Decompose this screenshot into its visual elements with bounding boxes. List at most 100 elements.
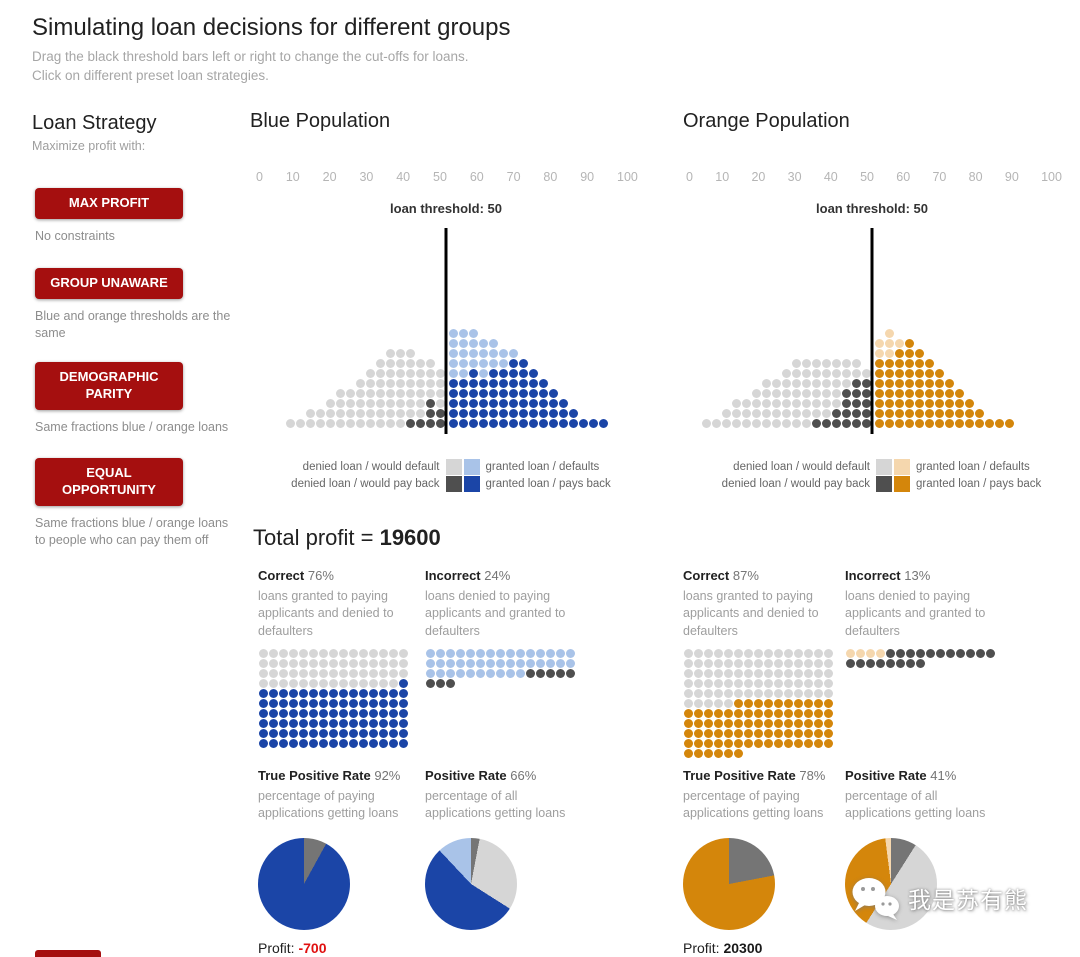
cropped-button-fragment <box>35 950 101 957</box>
max-profit-caption: No constraints <box>35 228 115 243</box>
orange-threshold-label: loan threshold: 50 <box>816 201 928 216</box>
pr-label: Positive Rate <box>425 768 507 783</box>
pr-desc: percentage of all applications getting l… <box>425 789 566 821</box>
loan-strategy-sidebar: Loan Strategy Maximize profit with: MAX … <box>32 112 244 547</box>
blue-threshold-label: loan threshold: 50 <box>390 201 502 216</box>
profit-label: Profit: <box>683 940 720 956</box>
blue-score-axis: 0 10 20 30 40 50 60 70 80 90 100 <box>256 170 638 184</box>
correct-label: Correct <box>258 568 305 583</box>
legend-granted-paysback-label: granted loan / pays back <box>916 477 1042 490</box>
incorrect-pct: 13% <box>904 568 931 583</box>
blue-incorrect-stat: Incorrect 24% loans denied to paying app… <box>425 568 585 689</box>
blue-correct-stat: Correct 76% loans granted to paying appl… <box>258 568 418 749</box>
orange-population-panel: Orange Population 0 10 20 30 40 50 60 70 80 90 100… <box>683 110 1080 956</box>
blue-profit: Profit: -700 <box>258 940 418 956</box>
orange-tpr-pie <box>683 838 775 930</box>
legend-denied-payback-label: denied loan / would pay back <box>721 477 870 490</box>
demographic-parity-caption: Same fractions blue / orange loans <box>35 419 229 434</box>
tpr-pct: 78% <box>799 768 826 783</box>
blue-legend: denied loan / would default granted loan… <box>250 458 652 492</box>
tpr-pct: 92% <box>374 768 401 783</box>
legend-denied-default-label: denied loan / would default <box>302 460 440 473</box>
blue-population-panel: Blue Population 0 10 20 30 40 50 60 70 80 90 100 l… <box>250 110 652 956</box>
tpr-desc: percentage of paying applications gettin… <box>683 789 824 821</box>
orange-histogram: loan threshold: 50 <box>683 201 1061 434</box>
incorrect-desc: loans denied to paying applicants and gr… <box>845 589 986 638</box>
total-profit-label: Total profit = <box>253 525 380 550</box>
blue-pr-pie <box>425 838 517 930</box>
page-title: Simulating loan decisions for different … <box>32 14 511 41</box>
blue-incorrect-waffle <box>425 649 575 689</box>
sidebar-title: Loan Strategy <box>32 112 157 134</box>
subtitle-line-1: Drag the black threshold bars left or ri… <box>32 49 469 64</box>
blue-population-title: Blue Population <box>250 110 391 132</box>
incorrect-label: Incorrect <box>425 568 481 583</box>
legend-granted-defaults-label: granted loan / defaults <box>916 460 1030 473</box>
swatch-denied-payback <box>876 475 892 492</box>
strategy-block-max-profit: MAX PROFIT No constraints <box>35 188 235 245</box>
orange-correct-stat: Correct 87% loans granted to paying appl… <box>683 568 843 759</box>
swatch-granted-paysback <box>463 475 480 492</box>
profit-value: -700 <box>298 940 327 956</box>
correct-desc: loans granted to paying applicants and d… <box>683 589 819 638</box>
orange-incorrect-waffle <box>845 649 995 669</box>
orange-population-title: Orange Population <box>683 110 850 132</box>
orange-threshold-bar[interactable] <box>870 228 874 434</box>
blue-pr-stat: Positive Rate 66% percentage of all appl… <box>425 768 585 930</box>
group-unaware-caption: Blue and orange thresholds are the same <box>35 308 231 340</box>
strategy-block-equal-opportunity: EQUAL OPPORTUNITY Same fractions blue / … <box>35 458 235 549</box>
profit-value: 20300 <box>723 940 763 956</box>
pr-label: Positive Rate <box>845 768 927 783</box>
swatch-granted-defaults <box>894 458 910 475</box>
pr-pct: 41% <box>930 768 957 783</box>
legend-row-payback: denied loan / would pay back granted loa… <box>291 475 611 492</box>
subtitle-line-2: Click on different preset loan strategie… <box>32 67 269 83</box>
watermark-text: 我是苏有熊 <box>908 887 1028 913</box>
orange-score-axis: 0 10 20 30 40 50 60 70 80 90 100 <box>686 170 1062 184</box>
wechat-icon <box>852 878 899 920</box>
legend-granted-defaults-label: granted loan / defaults <box>485 460 600 473</box>
blue-histogram: loan threshold: 50 <box>250 201 642 434</box>
pr-pct: 66% <box>510 768 537 783</box>
blue-tpr-pie <box>258 838 350 930</box>
watermark: 我是苏有熊 <box>848 874 1028 922</box>
blue-threshold-bar[interactable] <box>444 228 448 434</box>
group-unaware-button[interactable]: GROUP UNAWARE <box>35 268 183 299</box>
correct-label: Correct <box>683 568 730 583</box>
demographic-parity-button[interactable]: DEMOGRAPHIC PARITY <box>35 362 183 410</box>
sidebar-subtitle: Maximize profit with: <box>32 139 146 153</box>
legend-row-default: denied loan / would default granted loan… <box>302 458 600 475</box>
legend-row-payback: denied loan / would pay back granted loa… <box>721 475 1042 492</box>
blue-correct-waffle <box>258 649 408 749</box>
swatch-granted-defaults <box>463 458 480 475</box>
profit-label: Profit: <box>258 940 295 956</box>
legend-granted-paysback-label: granted loan / pays back <box>485 477 611 490</box>
header: Simulating loan decisions for different … <box>32 14 511 86</box>
equal-opportunity-button[interactable]: EQUAL OPPORTUNITY <box>35 458 183 506</box>
tpr-label: True Positive Rate <box>683 768 796 783</box>
strategy-block-group-unaware: GROUP UNAWARE Blue and orange thresholds… <box>35 268 235 342</box>
equal-opportunity-caption: Same fractions blue / orange loans to pe… <box>35 515 229 547</box>
strategy-block-demographic-parity: DEMOGRAPHIC PARITY Same fractions blue /… <box>35 362 235 436</box>
correct-pct: 76% <box>307 568 334 583</box>
legend-denied-payback-label: denied loan / would pay back <box>291 477 440 490</box>
page-subtitle: Drag the black threshold bars left or ri… <box>32 48 511 86</box>
correct-pct: 87% <box>732 568 759 583</box>
swatch-denied-default <box>445 458 462 475</box>
legend-denied-default-label: denied loan / would default <box>733 460 870 473</box>
swatch-granted-paysback <box>894 475 910 492</box>
incorrect-label: Incorrect <box>845 568 901 583</box>
pr-desc: percentage of all applications getting l… <box>845 789 986 821</box>
orange-correct-waffle <box>683 649 833 759</box>
total-profit-value: 19600 <box>379 525 441 550</box>
orange-tpr-stat: True Positive Rate 78% percentage of pay… <box>683 768 843 956</box>
tpr-desc: percentage of paying applications gettin… <box>258 789 399 821</box>
blue-tpr-stat: True Positive Rate 92% percentage of pay… <box>258 768 418 956</box>
swatch-denied-payback <box>445 475 462 492</box>
swatch-denied-default <box>876 458 892 475</box>
max-profit-button[interactable]: MAX PROFIT <box>35 188 183 219</box>
orange-legend: denied loan / would default granted loan… <box>683 458 1080 492</box>
incorrect-pct: 24% <box>484 568 511 583</box>
total-profit: Total profit = 19600 <box>253 525 441 551</box>
